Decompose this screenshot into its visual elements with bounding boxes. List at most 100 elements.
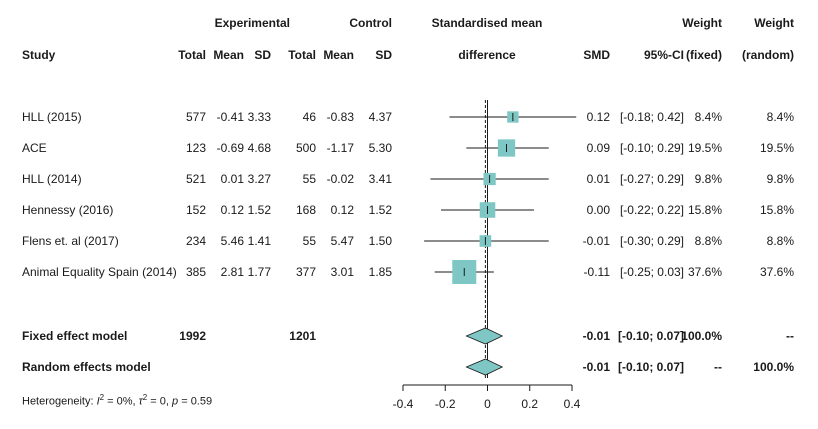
ctl-total: 377 — [295, 265, 316, 279]
smd-value: 0.01 — [586, 172, 610, 186]
weight-random: 15.8% — [759, 203, 794, 217]
summary-smd: -0.01 — [582, 329, 610, 343]
weight-random: 8.8% — [766, 234, 794, 248]
summary-smd: -0.01 — [582, 360, 610, 374]
summary-ci: [-0.10; 0.07] — [617, 360, 684, 374]
study-name: Flens et. al (2017) — [22, 234, 119, 248]
exp-total: 521 — [185, 172, 206, 186]
exp-sd: 3.27 — [247, 172, 271, 186]
ci-value: [-0.18; 0.42] — [619, 110, 684, 124]
exp-mean: 5.46 — [220, 234, 244, 248]
header-study: Study — [22, 48, 56, 62]
weight-fixed: 9.8% — [694, 172, 722, 186]
ctl-total: 168 — [295, 203, 316, 217]
exp-sd: 4.68 — [247, 141, 271, 155]
ctl-sd: 1.52 — [368, 203, 392, 217]
weight-fixed: 19.5% — [687, 141, 722, 155]
ctl-total: 500 — [295, 141, 316, 155]
ci-value: [-0.27; 0.29] — [619, 172, 684, 186]
summary-ctl-total: 1201 — [289, 329, 316, 343]
summary-weight-fixed: -- — [714, 360, 722, 374]
summary-weight-random: -- — [786, 329, 794, 343]
header-exp-sd: SD — [254, 48, 271, 62]
header-ci: 95%-CI — [643, 48, 684, 62]
header-smd: SMD — [583, 48, 610, 62]
x-axis-tick-label: 0 — [484, 397, 491, 411]
study-name: Hennessy (2016) — [22, 203, 114, 217]
summary-ci: [-0.10; 0.07] — [617, 329, 684, 343]
ctl-mean: -1.17 — [326, 141, 354, 155]
header-smd-title-1: Standardised mean — [431, 16, 543, 30]
summary-exp-total: 1992 — [179, 329, 206, 343]
ctl-total: 46 — [302, 110, 316, 124]
header-exp-total: Total — [178, 48, 206, 62]
weight-fixed: 8.8% — [694, 234, 722, 248]
smd-value: 0.09 — [586, 141, 610, 155]
exp-total: 123 — [185, 141, 206, 155]
smd-value: -0.11 — [583, 265, 610, 279]
ctl-total: 55 — [302, 234, 316, 248]
ctl-mean: 5.47 — [330, 234, 354, 248]
header-weight-fixed-1: Weight — [682, 16, 722, 30]
header-ctl-sd: SD — [375, 48, 392, 62]
weight-random: 19.5% — [759, 141, 794, 155]
exp-sd: 1.52 — [247, 203, 271, 217]
smd-value: -0.01 — [582, 234, 610, 248]
ctl-sd: 1.50 — [368, 234, 392, 248]
weight-fixed: 8.4% — [694, 110, 722, 124]
ci-value: [-0.25; 0.03] — [619, 265, 684, 279]
ci-value: [-0.10; 0.29] — [619, 141, 684, 155]
exp-total: 577 — [185, 110, 206, 124]
weight-fixed: 15.8% — [687, 203, 722, 217]
weight-fixed: 37.6% — [687, 265, 722, 279]
header-ctl-total: Total — [288, 48, 316, 62]
het-p-value: = 0.59 — [178, 395, 213, 408]
het-tau-label: τ — [138, 395, 143, 408]
ctl-total: 55 — [302, 172, 316, 186]
exp-sd: 3.33 — [247, 110, 271, 124]
exp-mean: -0.41 — [216, 110, 244, 124]
ctl-mean: 3.01 — [330, 265, 354, 279]
header-smd-title-2: difference — [458, 48, 516, 62]
summary-label: Fixed effect model — [22, 329, 128, 343]
exp-total: 152 — [185, 203, 206, 217]
header-weight-random-1: Weight — [754, 16, 794, 30]
header-weight-random-2: (random) — [742, 48, 794, 62]
exp-total: 385 — [185, 265, 206, 279]
ctl-sd: 4.37 — [368, 110, 392, 124]
ctl-mean: -0.02 — [326, 172, 354, 186]
study-name: ACE — [22, 141, 47, 155]
study-name: HLL (2014) — [22, 172, 82, 186]
exp-mean: 0.12 — [220, 203, 244, 217]
exp-mean: 0.01 — [220, 172, 244, 186]
het-p-label: p — [172, 395, 179, 408]
study-name: Animal Equality Spain (2014) — [22, 265, 177, 279]
header-control: Control — [349, 16, 392, 30]
summary-diamond — [465, 327, 504, 345]
heterogeneity-text: Heterogeneity: I2 = 0%, τ2 = 0, p = 0.59 — [22, 391, 212, 409]
het-i2-label: I — [96, 395, 100, 408]
summary-weight-random: 100.0% — [753, 360, 794, 374]
exp-sd: 1.41 — [247, 234, 271, 248]
x-axis-tick-label: -0.4 — [393, 397, 414, 411]
x-axis-tick-label: 0.4 — [564, 397, 581, 411]
smd-value: 0.12 — [586, 110, 610, 124]
ci-value: [-0.30; 0.29] — [619, 234, 684, 248]
ctl-sd: 1.85 — [368, 265, 392, 279]
header-exp-mean: Mean — [213, 48, 244, 62]
het-i2-sup: 2 — [99, 393, 105, 402]
header-weight-fixed-2: (fixed) — [686, 48, 722, 62]
weight-random: 37.6% — [759, 265, 794, 279]
ctl-sd: 5.30 — [368, 141, 392, 155]
weight-random: 9.8% — [766, 172, 794, 186]
study-name: HLL (2015) — [22, 110, 82, 124]
het-prefix: Heterogeneity: — [22, 395, 97, 408]
x-axis-tick-label: -0.2 — [435, 397, 456, 411]
exp-sd: 1.77 — [247, 265, 271, 279]
ctl-sd: 3.41 — [368, 172, 392, 186]
het-i2-value: = 0%, — [104, 395, 139, 408]
header-ctl-mean: Mean — [323, 48, 354, 62]
het-tau-value: = 0, — [147, 395, 173, 408]
ci-value: [-0.22; 0.22] — [619, 203, 684, 217]
